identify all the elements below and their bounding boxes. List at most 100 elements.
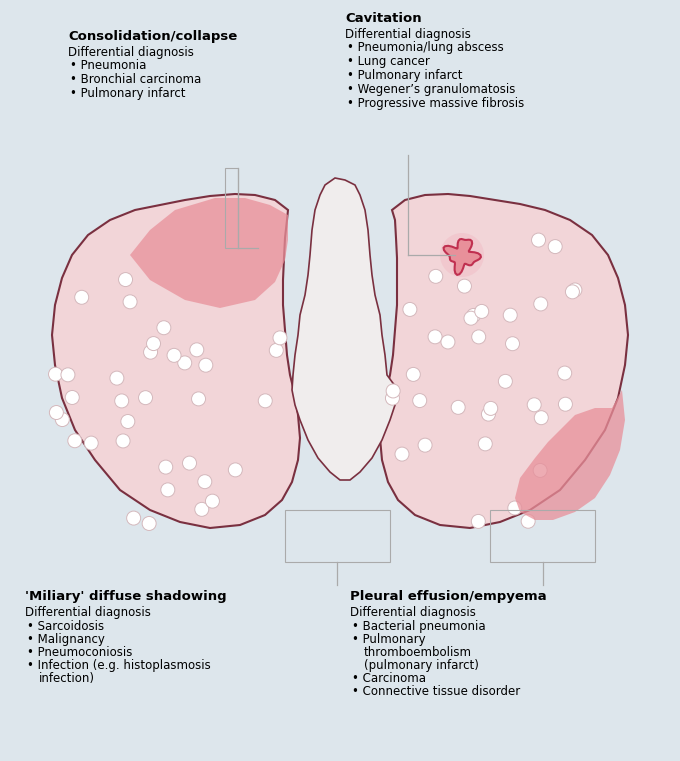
Circle shape <box>121 415 135 428</box>
Bar <box>285 510 390 562</box>
Polygon shape <box>292 178 398 480</box>
Text: Pleural effusion/empyema: Pleural effusion/empyema <box>350 590 547 603</box>
Circle shape <box>177 356 192 370</box>
Circle shape <box>466 308 481 323</box>
Circle shape <box>142 517 156 530</box>
Circle shape <box>395 447 409 461</box>
Text: (pulmonary infarct): (pulmonary infarct) <box>364 659 479 672</box>
Circle shape <box>84 436 98 450</box>
Circle shape <box>475 304 489 318</box>
Circle shape <box>534 411 548 425</box>
Circle shape <box>118 272 133 287</box>
Circle shape <box>157 320 171 335</box>
Circle shape <box>440 233 484 277</box>
Text: Cavitation: Cavitation <box>345 12 422 25</box>
Circle shape <box>182 456 197 470</box>
Circle shape <box>146 336 160 351</box>
Circle shape <box>458 279 471 293</box>
Circle shape <box>55 412 69 427</box>
Circle shape <box>115 394 129 408</box>
Text: • Pulmonary infarct: • Pulmonary infarct <box>347 69 462 82</box>
Polygon shape <box>380 194 628 528</box>
Circle shape <box>418 438 432 452</box>
Circle shape <box>558 366 572 380</box>
Circle shape <box>205 494 220 508</box>
Circle shape <box>505 336 520 351</box>
Circle shape <box>273 331 287 345</box>
Circle shape <box>471 514 486 528</box>
Text: infection): infection) <box>39 672 95 685</box>
Circle shape <box>566 285 579 299</box>
Circle shape <box>199 358 213 372</box>
Circle shape <box>548 240 562 253</box>
Text: • Pneumonia/lung abscess: • Pneumonia/lung abscess <box>347 41 504 54</box>
Circle shape <box>50 406 63 419</box>
Circle shape <box>464 311 478 325</box>
Circle shape <box>192 392 205 406</box>
Text: Consolidation/collapse: Consolidation/collapse <box>68 30 237 43</box>
Circle shape <box>258 394 272 408</box>
Circle shape <box>48 368 63 381</box>
Circle shape <box>123 295 137 309</box>
Polygon shape <box>130 198 288 308</box>
Text: • Connective tissue disorder: • Connective tissue disorder <box>352 685 520 698</box>
Circle shape <box>269 343 284 358</box>
Circle shape <box>116 434 130 448</box>
Circle shape <box>568 283 582 297</box>
Text: • Pneumonia: • Pneumonia <box>70 59 146 72</box>
Circle shape <box>558 397 573 411</box>
Text: • Pneumoconiosis: • Pneumoconiosis <box>27 646 133 659</box>
Text: • Bacterial pneumonia: • Bacterial pneumonia <box>352 620 486 633</box>
Text: • Wegener’s granulomatosis: • Wegener’s granulomatosis <box>347 83 515 96</box>
Text: • Sarcoidosis: • Sarcoidosis <box>27 620 104 633</box>
Circle shape <box>143 345 158 359</box>
Text: • Bronchial carcinoma: • Bronchial carcinoma <box>70 73 201 86</box>
Circle shape <box>441 335 455 349</box>
Circle shape <box>75 290 88 304</box>
Circle shape <box>413 393 427 408</box>
Circle shape <box>527 398 541 412</box>
Text: 'Miliary' diffuse shadowing: 'Miliary' diffuse shadowing <box>25 590 226 603</box>
Circle shape <box>139 390 152 405</box>
Circle shape <box>478 437 492 451</box>
Text: • Carcinoma: • Carcinoma <box>352 672 426 685</box>
Text: Differential diagnosis: Differential diagnosis <box>68 46 194 59</box>
Circle shape <box>532 233 545 247</box>
Circle shape <box>190 342 204 357</box>
Circle shape <box>160 483 175 497</box>
Text: • Lung cancer: • Lung cancer <box>347 55 430 68</box>
Circle shape <box>428 330 442 344</box>
Circle shape <box>481 407 496 421</box>
Text: • Malignancy: • Malignancy <box>27 633 105 646</box>
Circle shape <box>534 297 548 311</box>
Text: • Progressive massive fibrosis: • Progressive massive fibrosis <box>347 97 524 110</box>
Circle shape <box>198 475 211 489</box>
Circle shape <box>126 511 141 525</box>
Circle shape <box>521 514 535 528</box>
Text: • Infection (e.g. histoplasmosis: • Infection (e.g. histoplasmosis <box>27 659 211 672</box>
Polygon shape <box>515 390 625 520</box>
Text: • Pulmonary infarct: • Pulmonary infarct <box>70 87 186 100</box>
Circle shape <box>508 501 522 515</box>
Circle shape <box>386 391 399 405</box>
Text: thromboembolism: thromboembolism <box>364 646 472 659</box>
Polygon shape <box>443 239 481 275</box>
Circle shape <box>110 371 124 385</box>
Text: • Pulmonary: • Pulmonary <box>352 633 426 646</box>
Circle shape <box>407 368 420 381</box>
Circle shape <box>194 502 209 517</box>
Bar <box>225 168 238 248</box>
Text: Differential diagnosis: Differential diagnosis <box>345 28 471 41</box>
Circle shape <box>429 269 443 283</box>
Circle shape <box>498 374 512 388</box>
Circle shape <box>503 308 517 322</box>
Circle shape <box>403 302 417 317</box>
Circle shape <box>451 400 465 414</box>
Circle shape <box>386 384 400 398</box>
Circle shape <box>65 390 80 405</box>
Circle shape <box>167 349 181 362</box>
Circle shape <box>472 330 486 344</box>
Circle shape <box>68 434 82 447</box>
Bar <box>490 510 595 562</box>
Circle shape <box>228 463 242 477</box>
